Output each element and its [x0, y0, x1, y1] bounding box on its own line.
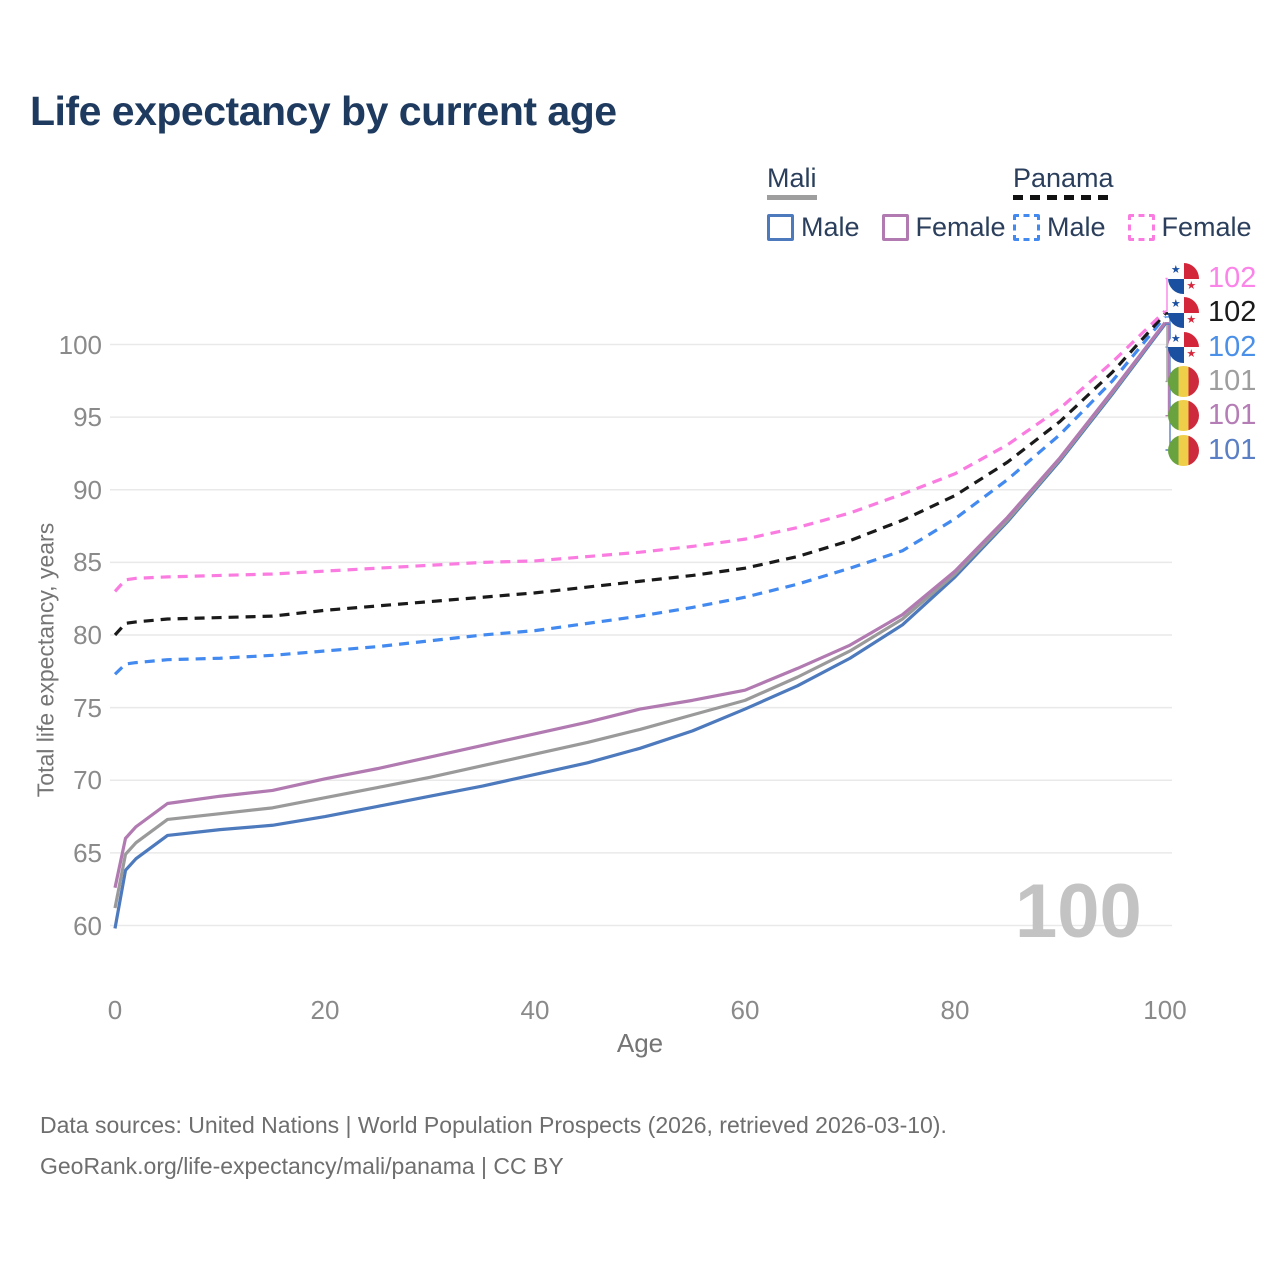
legend-country-panama: Panama — [1013, 163, 1114, 203]
star-icon: ★ — [1183, 278, 1199, 294]
mali-flag-icon — [1168, 400, 1199, 432]
x-tick-label-40: 40 — [520, 995, 550, 1025]
star-icon: ★ — [1183, 312, 1199, 329]
y-tick-label-65: 65 — [73, 837, 102, 868]
legend-swatch-icon — [1127, 214, 1155, 241]
end-label-row-panama-male: ★ ★ 102 — [1168, 330, 1256, 364]
end-label-row-panama-total: ★ ★ 102 — [1168, 296, 1256, 330]
legend-country-mali: Mali — [767, 163, 817, 203]
flag-quadrant — [1168, 347, 1184, 363]
panama-flag-icon: ★ ★ — [1168, 297, 1199, 329]
star-icon: ★ — [1168, 297, 1184, 313]
panama-flag-icon: ★ ★ — [1168, 263, 1199, 294]
legend-item-panama-male[interactable]: Male — [1013, 212, 1106, 243]
y-tick-label-95: 95 — [73, 402, 102, 433]
y-tick-label-70: 70 — [73, 765, 102, 796]
star-icon: ★ — [1168, 263, 1184, 279]
star-icon: ★ — [1183, 347, 1199, 363]
footer-attribution: GeoRank.org/life-expectancy/mali/panama … — [40, 1153, 564, 1179]
legend-item-label: Male — [801, 212, 860, 242]
x-tick-label-60: 60 — [730, 995, 760, 1025]
legend-swatch-icon — [767, 214, 794, 241]
line-panama-female — [113, 309, 1167, 593]
legend-item-mali-male[interactable]: Male — [767, 212, 860, 243]
x-tick-label-100: 100 — [1143, 995, 1187, 1025]
leader-line-panama-female — [1165, 277, 1168, 312]
footer: Data sources: United Nations | World Pop… — [40, 1105, 947, 1187]
legend-item-panama-female[interactable]: Female — [1127, 212, 1252, 243]
x-tick-label-0: 0 — [107, 995, 123, 1025]
legend-swatch-icon — [881, 214, 909, 241]
legend-item-label: Female — [915, 212, 1006, 242]
legend-item-label: Female — [1161, 212, 1252, 242]
panama-flag-icon: ★ ★ — [1168, 331, 1199, 363]
legend-item-mali-female[interactable]: Female — [881, 212, 1006, 243]
y-tick-label-80: 80 — [73, 620, 102, 650]
line-panama-male — [113, 315, 1167, 676]
end-value: 102 — [1208, 262, 1257, 294]
flag-quadrant — [1168, 278, 1184, 294]
mali-flag-icon — [1168, 434, 1199, 466]
end-label-row-mali-male: 101 — [1168, 433, 1256, 467]
x-axis-title: Age — [616, 1028, 664, 1058]
end-value: 101 — [1208, 399, 1257, 432]
end-value: 101 — [1208, 364, 1257, 397]
flag-quadrant — [1168, 312, 1184, 329]
y-tick-label-75: 75 — [73, 692, 102, 723]
mali-flag-icon — [1168, 365, 1199, 397]
flag-quadrant — [1183, 297, 1199, 313]
y-tick-label-100: 100 — [58, 329, 102, 360]
footer-data-sources: Data sources: United Nations | World Pop… — [40, 1112, 947, 1138]
legend-swatch-icon — [1013, 214, 1040, 241]
legend-group-panama: Panama Male Female — [1013, 163, 1274, 243]
line-mali-total — [113, 321, 1167, 909]
end-value: 101 — [1208, 433, 1257, 466]
flag-quadrant — [1183, 331, 1199, 348]
end-label-row-panama-female: ★ ★ 102 — [1168, 262, 1256, 296]
end-label-row-mali-total: 101 — [1168, 364, 1256, 398]
end-value: 102 — [1208, 330, 1257, 363]
page-title: Life expectancy by current age — [30, 88, 617, 134]
y-tick-label-60: 60 — [73, 910, 102, 941]
y-tick-label-85: 85 — [73, 547, 102, 578]
legend-linestyle-solid — [767, 195, 817, 200]
end-label-row-mali-female: 101 — [1168, 399, 1256, 433]
legend-linestyle-dashed — [1013, 195, 1114, 200]
line-mali-male — [113, 323, 1167, 929]
age-watermark: 100 — [1015, 869, 1142, 954]
legend-group-mali: Mali Male Female — [767, 163, 1028, 243]
star-icon: ★ — [1168, 331, 1184, 348]
y-axis-title: Total life expectancy, years — [32, 522, 59, 798]
y-tick-label-90: 90 — [73, 474, 102, 505]
flag-quadrant — [1183, 263, 1199, 279]
legend-item-label: Male — [1047, 212, 1106, 242]
end-value: 102 — [1208, 296, 1257, 329]
line-panama-total — [113, 312, 1167, 637]
leader-line-mali-total — [1165, 322, 1168, 383]
x-tick-label-20: 20 — [310, 995, 340, 1025]
line-mali-female — [113, 321, 1167, 889]
x-tick-label-80: 80 — [940, 995, 970, 1025]
